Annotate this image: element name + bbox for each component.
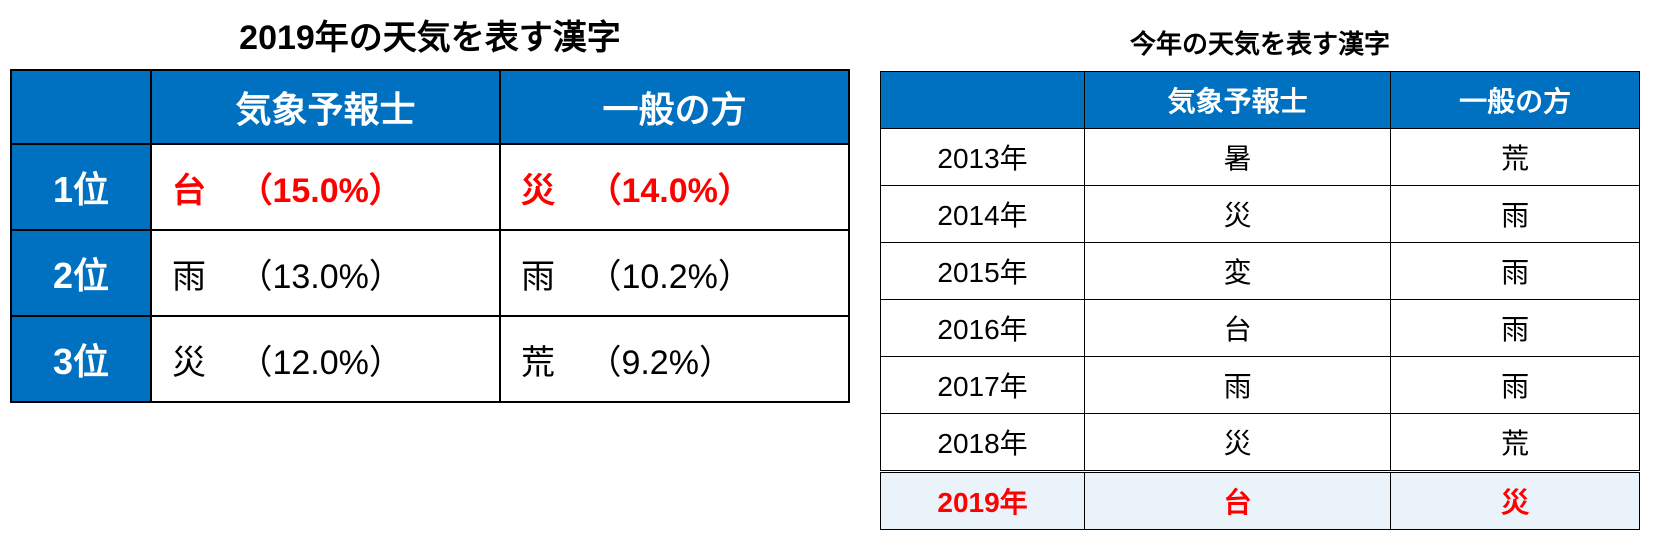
cell-public: 雨 <box>1391 186 1640 243</box>
cell-public: 荒 <box>1391 414 1640 472</box>
right-title: 今年の天気を表す漢字 <box>880 24 1640 61</box>
cell-forecaster: 暑 <box>1085 129 1391 186</box>
cell-public: 雨 <box>1391 357 1640 414</box>
year-cell: 2018年 <box>881 414 1085 472</box>
cell-public: 雨 <box>1391 243 1640 300</box>
kanji: 雨 <box>172 249 220 298</box>
table-row: 1位 台 （15.0%） 災 （14.0%） <box>11 144 849 230</box>
table-row: 3位 災 （12.0%） 荒 （9.2%） <box>11 316 849 402</box>
rank-cell: 2位 <box>11 230 151 316</box>
right-header-row: 気象予報士 一般の方 <box>881 72 1640 129</box>
cell-forecaster: 災 （12.0%） <box>151 316 500 402</box>
percent: （15.0%） <box>238 172 402 210</box>
year-cell: 2013年 <box>881 129 1085 186</box>
kanji: 台 <box>172 163 220 212</box>
percent: （13.0%） <box>238 258 402 296</box>
cell-forecaster: 雨 （13.0%） <box>151 230 500 316</box>
year-cell: 2014年 <box>881 186 1085 243</box>
rank-cell: 3位 <box>11 316 151 402</box>
table-row-highlight: 2019年 台 災 <box>881 472 1640 530</box>
rank-cell: 1位 <box>11 144 151 230</box>
left-header-row: 気象予報士 一般の方 <box>11 70 849 144</box>
cell-public: 災 <box>1391 472 1640 530</box>
table-row: 2位 雨 （13.0%） 雨 （10.2%） <box>11 230 849 316</box>
cell-public: 荒 （9.2%） <box>500 316 849 402</box>
cell-public: 災 （14.0%） <box>500 144 849 230</box>
cell-forecaster: 台 （15.0%） <box>151 144 500 230</box>
right-header-blank <box>881 72 1085 129</box>
year-cell: 2015年 <box>881 243 1085 300</box>
kanji: 荒 <box>521 335 569 384</box>
right-header-c2: 一般の方 <box>1391 72 1640 129</box>
kanji: 雨 <box>521 249 569 298</box>
left-header-blank <box>11 70 151 144</box>
table-row: 2014年 災 雨 <box>881 186 1640 243</box>
kanji: 災 <box>521 163 569 212</box>
right-header-c1: 気象予報士 <box>1085 72 1391 129</box>
cell-public: 雨 （10.2%） <box>500 230 849 316</box>
table-row: 2017年 雨 雨 <box>881 357 1640 414</box>
percent: （10.2%） <box>587 258 751 296</box>
cell-forecaster: 災 <box>1085 186 1391 243</box>
table-row: 2013年 暑 荒 <box>881 129 1640 186</box>
kanji: 災 <box>172 335 220 384</box>
table-row: 2016年 台 雨 <box>881 300 1640 357</box>
table-row: 2015年 変 雨 <box>881 243 1640 300</box>
cell-forecaster: 災 <box>1085 414 1391 472</box>
left-header-c1: 気象予報士 <box>151 70 500 144</box>
left-header-c2: 一般の方 <box>500 70 849 144</box>
percent: （14.0%） <box>587 172 751 210</box>
year-cell: 2016年 <box>881 300 1085 357</box>
table-row: 2018年 災 荒 <box>881 414 1640 472</box>
right-table: 気象予報士 一般の方 2013年 暑 荒 2014年 災 雨 2015年 変 雨… <box>880 71 1640 530</box>
year-cell: 2019年 <box>881 472 1085 530</box>
cell-public: 雨 <box>1391 300 1640 357</box>
cell-forecaster: 変 <box>1085 243 1391 300</box>
left-title: 2019年の天気を表す漢字 <box>10 10 850 59</box>
cell-forecaster: 雨 <box>1085 357 1391 414</box>
year-cell: 2017年 <box>881 357 1085 414</box>
percent: （9.2%） <box>587 344 733 382</box>
percent: （12.0%） <box>238 344 402 382</box>
cell-public: 荒 <box>1391 129 1640 186</box>
left-table: 気象予報士 一般の方 1位 台 （15.0%） 災 （14.0%） 2位 雨 （… <box>10 69 850 403</box>
cell-forecaster: 台 <box>1085 472 1391 530</box>
cell-forecaster: 台 <box>1085 300 1391 357</box>
